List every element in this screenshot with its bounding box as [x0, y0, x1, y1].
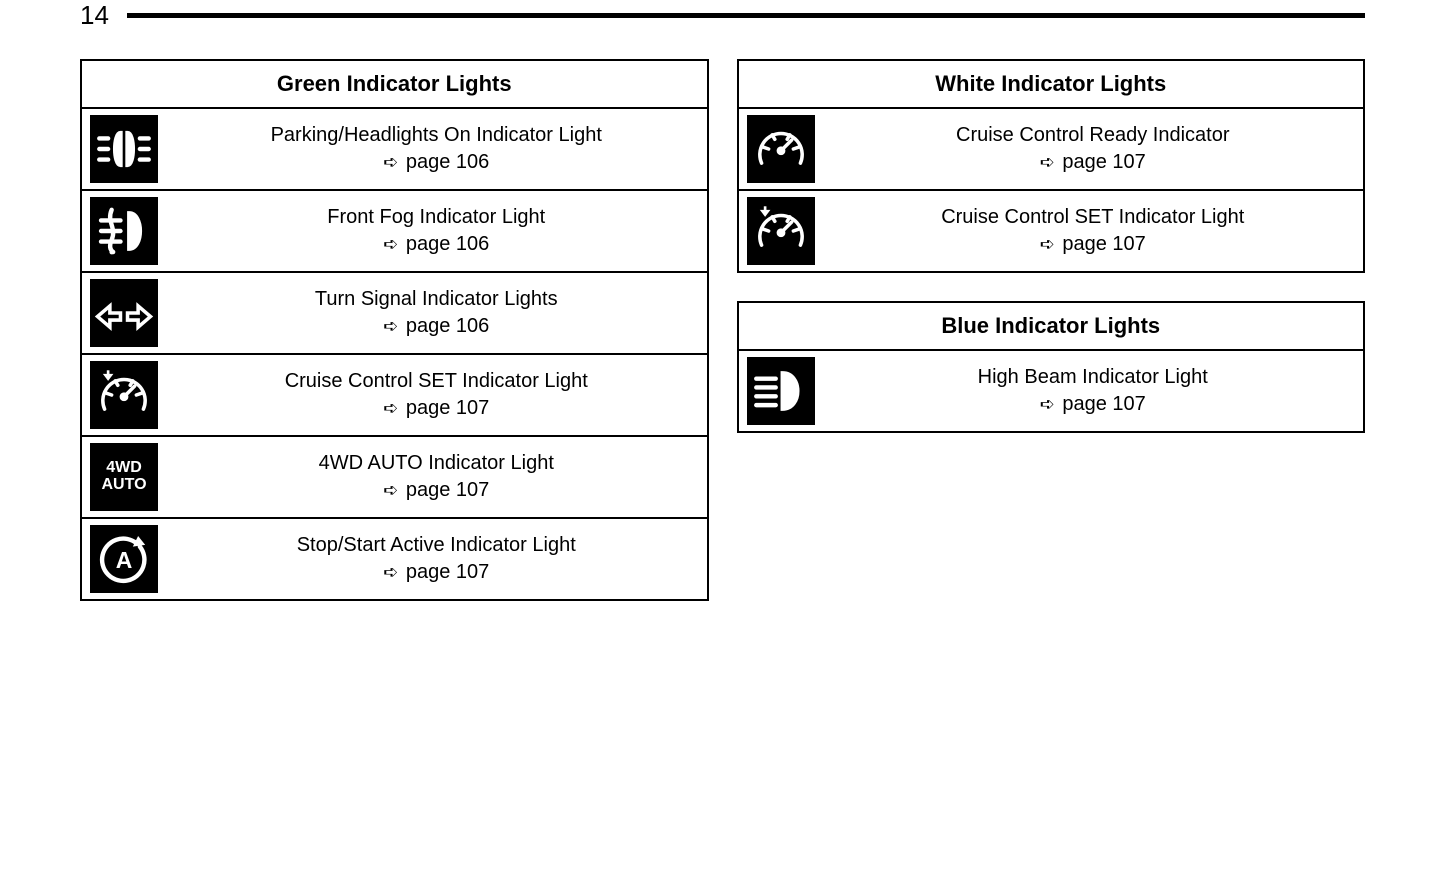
indicator-description: Stop/Start Active Indicator Light➪ page …	[166, 519, 707, 599]
indicator-label: High Beam Indicator Light	[978, 364, 1208, 391]
page-ref-prefix: page	[406, 479, 451, 501]
indicator-label: Cruise Control SET Indicator Light	[285, 368, 588, 395]
parking-headlights-icon	[90, 115, 158, 183]
indicator-label: Parking/Headlights On Indicator Light	[271, 122, 602, 149]
page-reference: ➪ page 106	[383, 313, 489, 340]
rows-container: Cruise Control Ready Indicator➪ page 107…	[739, 109, 1364, 271]
page-ref-prefix: page	[406, 233, 451, 255]
page-ref-number: 106	[456, 315, 489, 337]
icon-cell	[82, 519, 166, 599]
icon-cell	[739, 109, 823, 189]
section-title: White Indicator Lights	[739, 61, 1364, 109]
left-column: Green Indicator Lights Parking/Headlight…	[80, 59, 709, 601]
turn-signal-icon	[90, 279, 158, 347]
page-ref-number: 106	[456, 151, 489, 173]
indicator-label: Stop/Start Active Indicator Light	[297, 532, 576, 559]
page-reference: ➪ page 106	[383, 149, 489, 176]
section-title: Green Indicator Lights	[82, 61, 707, 109]
indicator-description: High Beam Indicator Light➪ page 107	[823, 351, 1364, 431]
page-ref-number: 107	[456, 479, 489, 501]
page-ref-number: 107	[1112, 151, 1145, 173]
right-column: White Indicator Lights Cruise Control Re…	[737, 59, 1366, 433]
rows-container: High Beam Indicator Light➪ page 107	[739, 351, 1364, 431]
page-ref-arrow-icon: ➪	[383, 398, 398, 418]
indicator-label: 4WD AUTO Indicator Light	[319, 450, 554, 477]
page-ref-arrow-icon: ➪	[1040, 394, 1055, 414]
page-ref-arrow-icon: ➪	[383, 480, 398, 500]
table-row: Cruise Control SET Indicator Light➪ page…	[82, 355, 707, 437]
page-reference: ➪ page 107	[1040, 149, 1146, 176]
icon-cell	[82, 191, 166, 271]
rows-container: Parking/Headlights On Indicator Light➪ p…	[82, 109, 707, 599]
page-ref-number: 107	[456, 561, 489, 583]
page-header: 14	[80, 0, 1365, 31]
manual-page: 14 Green Indicator Lights Parking/Headli…	[0, 0, 1445, 641]
indicator-description: Cruise Control Ready Indicator➪ page 107	[823, 109, 1364, 189]
icon-cell	[82, 273, 166, 353]
page-ref-prefix: page	[406, 397, 451, 419]
page-reference: ➪ page 107	[383, 477, 489, 504]
table-row: Stop/Start Active Indicator Light➪ page …	[82, 519, 707, 599]
front-fog-icon	[90, 197, 158, 265]
page-ref-number: 107	[1112, 393, 1145, 415]
page-reference: ➪ page 107	[383, 559, 489, 586]
page-ref-arrow-icon: ➪	[383, 234, 398, 254]
icon-cell	[739, 351, 823, 431]
header-rule	[127, 13, 1365, 18]
icon-cell	[82, 355, 166, 435]
page-reference: ➪ page 107	[383, 395, 489, 422]
page-ref-number: 107	[456, 397, 489, 419]
white-indicators-card: White Indicator Lights Cruise Control Re…	[737, 59, 1366, 273]
table-row: Turn Signal Indicator Lights➪ page 106	[82, 273, 707, 355]
page-ref-number: 107	[1112, 233, 1145, 255]
page-ref-prefix: page	[1062, 233, 1107, 255]
page-ref-arrow-icon: ➪	[383, 152, 398, 172]
icon-cell: 4WDAUTO	[82, 437, 166, 517]
page-number: 14	[80, 0, 109, 31]
columns: Green Indicator Lights Parking/Headlight…	[80, 59, 1365, 601]
table-row: Parking/Headlights On Indicator Light➪ p…	[82, 109, 707, 191]
indicator-description: Cruise Control SET Indicator Light➪ page…	[166, 355, 707, 435]
page-reference: ➪ page 107	[1040, 231, 1146, 258]
table-row: Front Fog Indicator Light➪ page 106	[82, 191, 707, 273]
page-ref-prefix: page	[406, 151, 451, 173]
page-ref-number: 106	[456, 233, 489, 255]
page-reference: ➪ page 106	[383, 231, 489, 258]
indicator-description: Cruise Control SET Indicator Light➪ page…	[823, 191, 1364, 271]
indicator-label: Turn Signal Indicator Lights	[315, 286, 558, 313]
indicator-description: Turn Signal Indicator Lights➪ page 106	[166, 273, 707, 353]
table-row: Cruise Control Ready Indicator➪ page 107	[739, 109, 1364, 191]
4wd-auto-icon: 4WDAUTO	[90, 443, 158, 511]
indicator-label: Cruise Control SET Indicator Light	[941, 204, 1244, 231]
cruise-set-icon	[747, 197, 815, 265]
blue-indicators-card: Blue Indicator Lights High Beam Indicato…	[737, 301, 1366, 433]
table-row: 4WDAUTO4WD AUTO Indicator Light➪ page 10…	[82, 437, 707, 519]
icon-cell	[82, 109, 166, 189]
green-indicators-card: Green Indicator Lights Parking/Headlight…	[80, 59, 709, 601]
indicator-description: Front Fog Indicator Light➪ page 106	[166, 191, 707, 271]
table-row: High Beam Indicator Light➪ page 107	[739, 351, 1364, 431]
page-ref-prefix: page	[1062, 393, 1107, 415]
indicator-label: Cruise Control Ready Indicator	[956, 122, 1229, 149]
high-beam-icon	[747, 357, 815, 425]
page-ref-arrow-icon: ➪	[1040, 234, 1055, 254]
indicator-description: Parking/Headlights On Indicator Light➪ p…	[166, 109, 707, 189]
page-ref-prefix: page	[406, 561, 451, 583]
page-ref-arrow-icon: ➪	[383, 316, 398, 336]
stop-start-icon	[90, 525, 158, 593]
page-ref-arrow-icon: ➪	[1040, 152, 1055, 172]
table-row: Cruise Control SET Indicator Light➪ page…	[739, 191, 1364, 271]
cruise-ready-icon	[747, 115, 815, 183]
icon-cell	[739, 191, 823, 271]
indicator-label: Front Fog Indicator Light	[327, 204, 545, 231]
page-ref-prefix: page	[1062, 151, 1107, 173]
page-ref-prefix: page	[406, 315, 451, 337]
cruise-set-icon	[90, 361, 158, 429]
page-reference: ➪ page 107	[1040, 391, 1146, 418]
page-ref-arrow-icon: ➪	[383, 562, 398, 582]
indicator-description: 4WD AUTO Indicator Light➪ page 107	[166, 437, 707, 517]
section-title: Blue Indicator Lights	[739, 303, 1364, 351]
